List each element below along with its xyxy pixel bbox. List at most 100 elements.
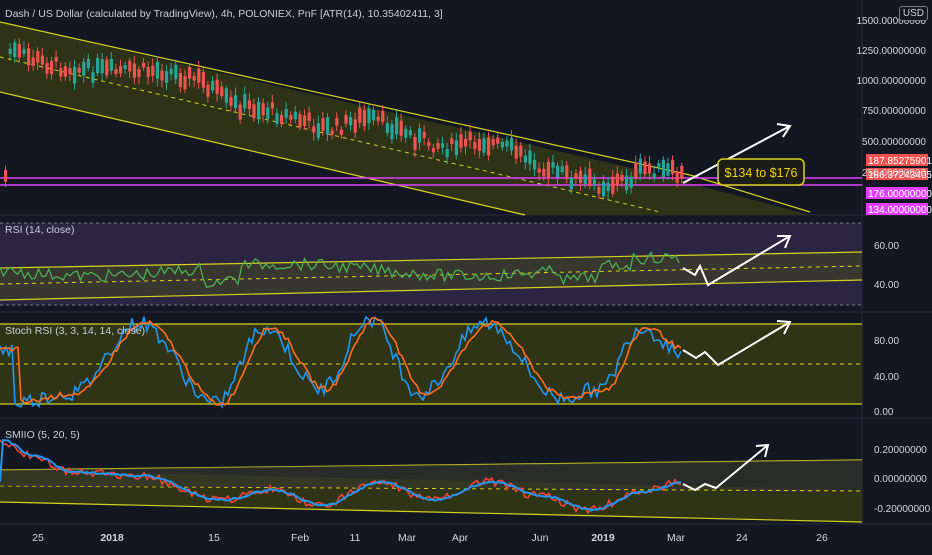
price-candle	[247, 100, 251, 109]
price-label: 186.37243405	[868, 170, 932, 181]
currency-button[interactable]: USD	[898, 6, 928, 21]
smiio-channel-lower	[0, 501, 863, 523]
price-candle	[468, 131, 472, 141]
price-candle	[31, 57, 35, 66]
price-candle	[132, 63, 136, 78]
smiio-axis-tick: 0.20000000	[874, 445, 927, 456]
price-candle	[592, 179, 596, 185]
price-candle	[510, 137, 514, 151]
price-candle	[652, 173, 656, 178]
price-candle	[73, 66, 77, 84]
price-candle	[634, 162, 638, 178]
price-candle	[201, 72, 205, 88]
price-candle	[560, 166, 564, 173]
price-label-bg	[866, 168, 928, 180]
price-candle	[174, 64, 178, 80]
price-candle	[224, 88, 228, 103]
price-candle	[537, 168, 541, 173]
price-candle	[119, 66, 123, 74]
price-candle	[91, 72, 95, 83]
price-candle	[546, 161, 550, 179]
price-candle	[473, 141, 477, 149]
price-candle	[155, 61, 159, 79]
price-channel-lower	[0, 91, 526, 216]
price-candle	[445, 148, 449, 158]
price-candle	[487, 137, 491, 156]
price-candle	[615, 173, 619, 186]
price-candle	[381, 110, 385, 122]
price-candle	[620, 174, 624, 182]
stoch-projection-arrowhead	[776, 320, 792, 335]
price-candle	[252, 104, 256, 119]
price-candle	[169, 69, 173, 75]
price-candle	[128, 60, 132, 72]
price-candle	[514, 145, 518, 159]
price-candle	[671, 159, 675, 175]
price-candle	[661, 159, 665, 178]
price-candle	[454, 140, 458, 156]
rsi-title: RSI (14, close)	[5, 224, 74, 236]
price-label: 134.00000000	[868, 205, 932, 216]
x-axis-tick: Jun	[532, 532, 549, 544]
smiio-projection-arrowhead	[755, 443, 770, 458]
price-candle	[178, 73, 182, 88]
stoch-axis-tick: 0.00	[874, 407, 894, 418]
price-candle	[611, 176, 615, 194]
price-candle	[638, 158, 642, 174]
price-candle	[464, 138, 468, 147]
price-candle	[399, 120, 403, 136]
price-candle	[151, 65, 155, 76]
stoch-axis-tick: 80.00	[874, 336, 899, 347]
price-candle	[496, 137, 500, 144]
price-candle	[215, 79, 219, 95]
x-axis-tick: 26	[816, 532, 828, 544]
price-projection-arrowhead	[776, 123, 792, 138]
smiio-title: SMIIO (5, 20, 5)	[5, 429, 80, 441]
price-candle	[404, 128, 408, 138]
chart-title: Dash / US Dollar (calculated by TradingV…	[5, 8, 443, 20]
price-candle	[629, 176, 633, 188]
price-candle	[321, 118, 325, 131]
price-candle	[40, 55, 44, 65]
price-candle	[211, 80, 215, 91]
price-candle	[666, 163, 670, 176]
price-candle	[602, 181, 606, 197]
price-candle	[257, 101, 261, 120]
price-candle	[238, 104, 242, 120]
price-candle	[27, 48, 31, 66]
annotation-text: $134 to $176	[725, 166, 798, 180]
price-candle	[82, 61, 86, 76]
price-candle	[413, 137, 417, 150]
price-axis-tick: 1500.00000000	[856, 16, 926, 27]
smiio-channel-upper-fill	[0, 460, 862, 490]
price-candle	[418, 128, 422, 143]
rsi-line	[0, 250, 680, 289]
price-candle	[385, 123, 389, 134]
smiio-pane	[0, 439, 863, 523]
price-pane	[0, 21, 928, 216]
smiio-red-line	[0, 439, 682, 515]
smiio-projection-arrow	[682, 444, 769, 492]
price-candle	[298, 114, 302, 128]
price-candle	[105, 59, 109, 76]
price-candle	[50, 61, 54, 75]
price-candle	[312, 126, 316, 133]
x-axis-tick: Mar	[398, 532, 417, 544]
smiio-axis-tick: 0.00000000	[874, 474, 927, 485]
price-label-bg	[866, 203, 928, 215]
price-candle	[8, 48, 12, 54]
price-candle	[293, 111, 297, 120]
stoch-pane	[0, 315, 862, 409]
price-projection-arrow	[682, 125, 791, 184]
price-candle	[648, 163, 652, 174]
x-axis-tick: 2018	[100, 532, 124, 544]
rsi-pane	[0, 222, 863, 306]
price-candle	[45, 63, 49, 74]
price-candle	[339, 129, 343, 135]
stoch-axis-tick: 40.00	[874, 372, 899, 383]
price-candle	[500, 141, 504, 148]
stoch-title: Stoch RSI (3, 3, 14, 14, close)	[5, 325, 145, 337]
price-candle	[482, 138, 486, 153]
